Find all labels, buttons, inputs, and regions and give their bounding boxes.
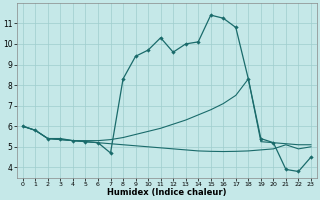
X-axis label: Humidex (Indice chaleur): Humidex (Indice chaleur) <box>107 188 227 197</box>
